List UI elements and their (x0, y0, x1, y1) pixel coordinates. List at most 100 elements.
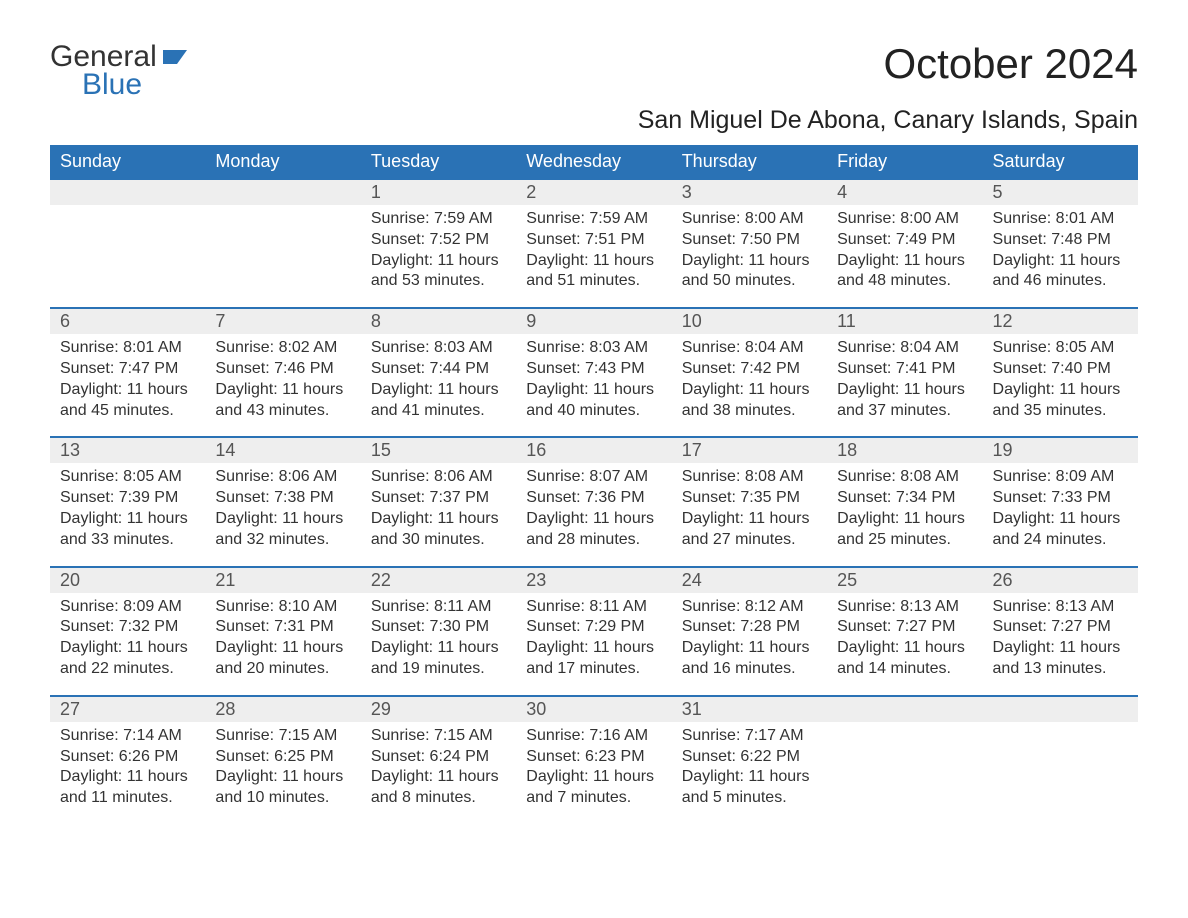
day-number-cell: 25 (827, 567, 982, 593)
sunrise: Sunrise: 8:11 AM (371, 597, 506, 618)
week-body-row: Sunrise: 8:09 AMSunset: 7:32 PMDaylight:… (50, 593, 1138, 690)
sunset: Sunset: 7:43 PM (526, 359, 661, 380)
week-daynum-row: 2728293031 (50, 696, 1138, 722)
day-body-cell: Sunrise: 8:03 AMSunset: 7:44 PMDaylight:… (361, 334, 516, 431)
daylight-line1: Daylight: 11 hours (215, 509, 350, 530)
daylight-line1: Daylight: 11 hours (682, 638, 817, 659)
day-number-cell: 22 (361, 567, 516, 593)
day-body-cell: Sunrise: 8:11 AMSunset: 7:29 PMDaylight:… (516, 593, 671, 690)
location: San Miguel De Abona, Canary Islands, Spa… (638, 106, 1138, 135)
week-daynum-row: 13141516171819 (50, 437, 1138, 463)
day-header: Sunday (50, 145, 205, 179)
daylight-line2: and 40 minutes. (526, 401, 661, 422)
daylight-line2: and 14 minutes. (837, 659, 972, 680)
daylight-line1: Daylight: 11 hours (60, 767, 195, 788)
daylight-line1: Daylight: 11 hours (682, 767, 817, 788)
empty-cell (205, 205, 360, 302)
day-number-cell: 8 (361, 308, 516, 334)
day-body-cell: Sunrise: 8:11 AMSunset: 7:30 PMDaylight:… (361, 593, 516, 690)
day-body-cell: Sunrise: 8:00 AMSunset: 7:50 PMDaylight:… (672, 205, 827, 302)
sunrise: Sunrise: 7:59 AM (371, 209, 506, 230)
daylight-line2: and 53 minutes. (371, 271, 506, 292)
sunset: Sunset: 7:30 PM (371, 617, 506, 638)
sunset: Sunset: 7:42 PM (682, 359, 817, 380)
logo-flag-icon (163, 46, 191, 71)
day-header: Saturday (983, 145, 1138, 179)
daylight-line1: Daylight: 11 hours (60, 509, 195, 530)
sunset: Sunset: 6:23 PM (526, 747, 661, 768)
logo: General Blue (50, 40, 191, 102)
daylight-line1: Daylight: 11 hours (526, 380, 661, 401)
day-body-cell: Sunrise: 8:12 AMSunset: 7:28 PMDaylight:… (672, 593, 827, 690)
daylight-line2: and 8 minutes. (371, 788, 506, 809)
sunset: Sunset: 7:38 PM (215, 488, 350, 509)
daylight-line1: Daylight: 11 hours (993, 380, 1128, 401)
empty-cell (50, 205, 205, 302)
day-number-cell: 9 (516, 308, 671, 334)
daylight-line1: Daylight: 11 hours (371, 509, 506, 530)
daylight-line2: and 5 minutes. (682, 788, 817, 809)
day-number-cell: 1 (361, 179, 516, 205)
daylight-line1: Daylight: 11 hours (60, 638, 195, 659)
daylight-line1: Daylight: 11 hours (526, 251, 661, 272)
day-number-cell: 17 (672, 437, 827, 463)
sunrise: Sunrise: 7:16 AM (526, 726, 661, 747)
day-body-cell: Sunrise: 8:04 AMSunset: 7:41 PMDaylight:… (827, 334, 982, 431)
daylight-line2: and 16 minutes. (682, 659, 817, 680)
day-header: Monday (205, 145, 360, 179)
sunrise: Sunrise: 8:03 AM (371, 338, 506, 359)
day-header-row: SundayMondayTuesdayWednesdayThursdayFrid… (50, 145, 1138, 179)
daylight-line1: Daylight: 11 hours (371, 767, 506, 788)
sunrise: Sunrise: 8:05 AM (60, 467, 195, 488)
day-number-cell: 29 (361, 696, 516, 722)
week-body-row: Sunrise: 8:01 AMSunset: 7:47 PMDaylight:… (50, 334, 1138, 431)
sunset: Sunset: 7:36 PM (526, 488, 661, 509)
sunset: Sunset: 7:37 PM (371, 488, 506, 509)
sunset: Sunset: 7:32 PM (60, 617, 195, 638)
daylight-line2: and 32 minutes. (215, 530, 350, 551)
daylight-line2: and 33 minutes. (60, 530, 195, 551)
day-number-cell: 30 (516, 696, 671, 722)
day-number-cell: 11 (827, 308, 982, 334)
daylight-line1: Daylight: 11 hours (837, 509, 972, 530)
sunrise: Sunrise: 8:00 AM (837, 209, 972, 230)
daylight-line2: and 7 minutes. (526, 788, 661, 809)
empty-cell (983, 696, 1138, 722)
daylight-line2: and 41 minutes. (371, 401, 506, 422)
day-header: Tuesday (361, 145, 516, 179)
daylight-line1: Daylight: 11 hours (837, 380, 972, 401)
sunrise: Sunrise: 8:03 AM (526, 338, 661, 359)
sunrise: Sunrise: 8:13 AM (993, 597, 1128, 618)
day-body-cell: Sunrise: 7:15 AMSunset: 6:24 PMDaylight:… (361, 722, 516, 819)
sunrise: Sunrise: 8:04 AM (837, 338, 972, 359)
sunrise: Sunrise: 8:05 AM (993, 338, 1128, 359)
daylight-line1: Daylight: 11 hours (837, 638, 972, 659)
day-body-cell: Sunrise: 8:13 AMSunset: 7:27 PMDaylight:… (983, 593, 1138, 690)
daylight-line2: and 43 minutes. (215, 401, 350, 422)
daylight-line2: and 19 minutes. (371, 659, 506, 680)
empty-cell (983, 722, 1138, 819)
daylight-line2: and 35 minutes. (993, 401, 1128, 422)
sunrise: Sunrise: 8:09 AM (993, 467, 1128, 488)
week-daynum-row: 6789101112 (50, 308, 1138, 334)
day-body-cell: Sunrise: 7:17 AMSunset: 6:22 PMDaylight:… (672, 722, 827, 819)
day-body-cell: Sunrise: 8:13 AMSunset: 7:27 PMDaylight:… (827, 593, 982, 690)
day-number-cell: 16 (516, 437, 671, 463)
calendar-table: SundayMondayTuesdayWednesdayThursdayFrid… (50, 145, 1138, 819)
sunset: Sunset: 7:41 PM (837, 359, 972, 380)
daylight-line2: and 38 minutes. (682, 401, 817, 422)
day-number-cell: 15 (361, 437, 516, 463)
daylight-line2: and 17 minutes. (526, 659, 661, 680)
day-number-cell: 4 (827, 179, 982, 205)
day-body-cell: Sunrise: 8:08 AMSunset: 7:35 PMDaylight:… (672, 463, 827, 560)
daylight-line1: Daylight: 11 hours (526, 767, 661, 788)
sunrise: Sunrise: 8:10 AM (215, 597, 350, 618)
sunset: Sunset: 6:24 PM (371, 747, 506, 768)
day-body-cell: Sunrise: 8:01 AMSunset: 7:48 PMDaylight:… (983, 205, 1138, 302)
day-number-cell: 5 (983, 179, 1138, 205)
sunrise: Sunrise: 7:15 AM (215, 726, 350, 747)
daylight-line1: Daylight: 11 hours (993, 251, 1128, 272)
month-title: October 2024 (638, 40, 1138, 88)
day-body-cell: Sunrise: 8:09 AMSunset: 7:33 PMDaylight:… (983, 463, 1138, 560)
sunset: Sunset: 7:35 PM (682, 488, 817, 509)
